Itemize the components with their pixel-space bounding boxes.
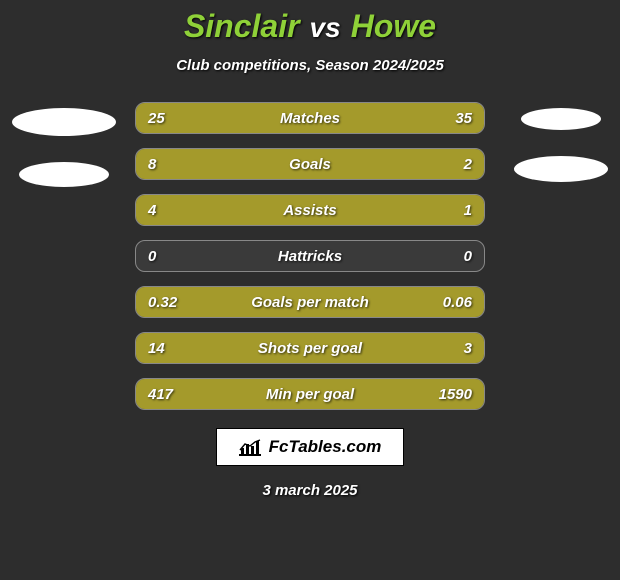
main-area: 2535Matches 82Goals 41Assists 00Hattricks 0.… xyxy=(0,102,620,410)
stat-label: Matches xyxy=(136,103,484,133)
date-line: 3 march 2025 xyxy=(262,482,357,499)
brand-chart-icon xyxy=(239,438,261,456)
stat-label: Min per goal xyxy=(136,379,484,409)
comparison-card: Sinclair vs Howe Club competitions, Seas… xyxy=(0,0,620,580)
brand-text: FcTables.com xyxy=(269,437,382,457)
stat-row: 2535Matches xyxy=(135,102,485,134)
stat-row: 41Assists xyxy=(135,194,485,226)
placeholder-ellipse xyxy=(514,156,608,182)
right-placeholder-group xyxy=(514,102,608,182)
subtitle: Club competitions, Season 2024/2025 xyxy=(176,57,444,74)
placeholder-ellipse xyxy=(12,108,116,136)
player1-name: Sinclair xyxy=(184,8,300,45)
stats-list: 2535Matches 82Goals 41Assists 00Hattricks 0.… xyxy=(135,102,485,410)
title-row: Sinclair vs Howe xyxy=(184,8,436,45)
player2-name: Howe xyxy=(351,8,436,45)
stat-label: Assists xyxy=(136,195,484,225)
placeholder-ellipse xyxy=(521,108,601,130)
vs-label: vs xyxy=(310,12,341,44)
stat-label: Shots per goal xyxy=(136,333,484,363)
stat-row: 82Goals xyxy=(135,148,485,180)
stat-row: 143Shots per goal xyxy=(135,332,485,364)
brand-badge: FcTables.com xyxy=(216,428,405,466)
stat-label: Goals per match xyxy=(136,287,484,317)
stat-label: Goals xyxy=(136,149,484,179)
stat-row: 0.320.06Goals per match xyxy=(135,286,485,318)
stat-row: 4171590Min per goal xyxy=(135,378,485,410)
left-placeholder-group xyxy=(12,102,116,187)
stat-label: Hattricks xyxy=(136,241,484,271)
placeholder-ellipse xyxy=(19,162,109,187)
stat-row: 00Hattricks xyxy=(135,240,485,272)
